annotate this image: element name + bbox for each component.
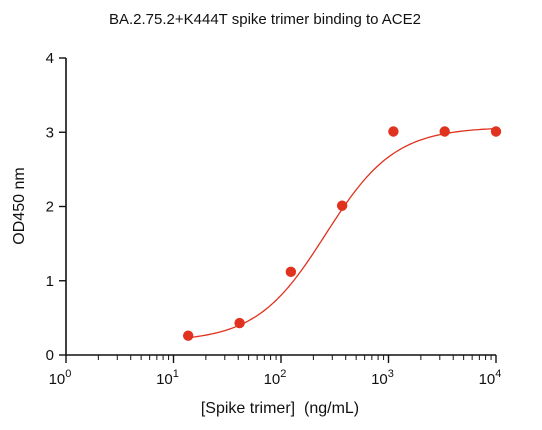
x-tick-label-base: 10 [371,371,388,388]
fit-curve [188,127,497,339]
x-tick-label: 102 [264,368,287,388]
x-axis-label: [Spike trimer] (ng/mL) [201,400,359,417]
y-axis-label: OD450 nm [11,167,28,244]
x-tick-label-exponent: 1 [173,368,179,380]
data-point [336,200,348,211]
data-points-layer [182,126,502,341]
x-tick-label: 103 [371,368,394,388]
data-point [285,266,297,278]
data-point [182,330,194,341]
x-tick-label-base: 10 [49,371,66,388]
y-tick-label: 2 [46,199,54,216]
fit-curve-layer [188,127,497,339]
x-tick-label: 101 [156,368,179,388]
x-axis-ticks: 100 101 102 103 104 [49,355,502,388]
data-point [490,126,502,137]
x-tick-label-exponent: 3 [388,368,394,380]
x-tick-label-exponent: 2 [280,368,286,380]
y-tick-label: 1 [46,273,54,290]
y-tick-label: 0 [46,347,54,364]
y-axis-ticks: 0 1 2 3 4 [46,50,66,364]
y-tick-label: 3 [46,124,54,141]
chart-title: BA.2.75.2+K444T spike trimer binding to … [109,11,421,28]
x-tick-label: 100 [49,368,72,388]
x-tick-label-exponent: 0 [65,368,71,380]
x-tick-label-base: 10 [264,371,281,388]
y-tick-label: 4 [46,50,54,67]
x-tick-label-base: 10 [156,371,173,388]
x-tick-label: 104 [479,368,502,388]
data-point [439,126,450,137]
x-tick-label-base: 10 [479,371,496,388]
data-point [234,317,245,329]
data-point [388,126,399,137]
axes [65,58,496,356]
x-tick-label-exponent: 4 [495,368,501,380]
